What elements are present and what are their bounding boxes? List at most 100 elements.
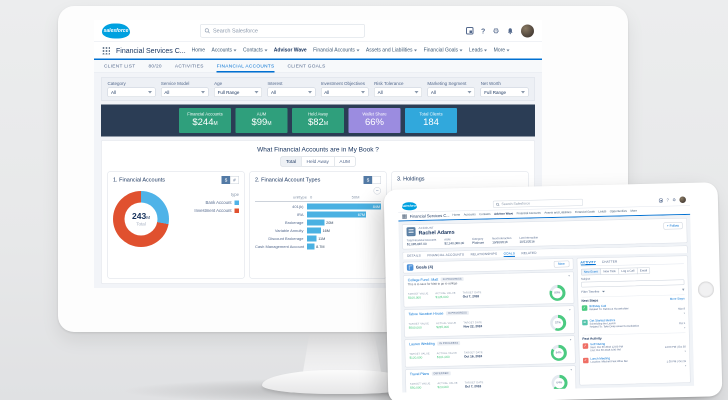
notification-bell-icon[interactable] [507, 27, 514, 34]
nav-item-accounts[interactable]: Accounts [211, 48, 237, 53]
subtab-client-goals[interactable]: CLIENT GOALS [287, 63, 326, 70]
bar-401-k[interactable]: 84M [307, 203, 381, 210]
filter-funnel-icon[interactable]: ▼ [682, 288, 685, 292]
chevron-down-icon[interactable]: ▾ [684, 326, 686, 330]
next-steps-header: Next Steps More Steps [581, 294, 685, 303]
goal-title-link[interactable]: Lauren Wedding [409, 341, 435, 347]
bar-cash-management-account[interactable] [307, 243, 315, 250]
chevron-down-icon[interactable]: ▾ [569, 308, 571, 312]
app-name[interactable]: Financial Services C... [409, 213, 450, 219]
tab-goals[interactable]: GOALS [503, 251, 516, 256]
nav-item-assets-and-liabilities[interactable]: Assets and Liabilities [366, 48, 418, 53]
collapse-circle-button[interactable]: – [373, 187, 381, 195]
nav-item-home[interactable]: Home [191, 47, 205, 54]
nav-item-financial-goals[interactable]: Financial Goals [574, 210, 595, 214]
kpi-card-held-away[interactable]: Held Away $82M [292, 108, 344, 133]
bar-ira[interactable]: 67M [307, 211, 367, 218]
filter-timeline-row[interactable]: Filter Timeline ▼ [581, 288, 685, 294]
app-launcher-icon[interactable] [102, 46, 110, 55]
tab-details[interactable]: DETAILS [407, 253, 421, 258]
chevron-down-icon[interactable]: ▾ [568, 274, 570, 278]
chevron-down-icon[interactable]: ▾ [570, 368, 573, 372]
filter-select-age[interactable]: Full Range [214, 87, 262, 97]
new-goal-button[interactable]: New [553, 260, 570, 268]
app-name[interactable]: Financial Services C... [116, 46, 186, 55]
search-input[interactable]: Search Salesforce [492, 198, 584, 208]
donut-chart[interactable]: 243M Total [113, 191, 169, 247]
user-avatar[interactable] [521, 24, 534, 38]
book-toggle-total[interactable]: Total [280, 156, 302, 167]
help-icon[interactable]: ? [666, 197, 669, 203]
nav-item-leads[interactable]: Leads [469, 48, 488, 53]
nav-item-financial-accounts[interactable]: Financial Accounts [313, 48, 360, 53]
nav-item-opportunities[interactable]: Opportunities [609, 209, 628, 214]
subtab-client-list[interactable]: CLIENT LIST [104, 63, 136, 70]
filter-select-category[interactable]: All [107, 87, 156, 97]
count-toggle-button[interactable] [372, 176, 381, 184]
filter-select-risk-tolerance[interactable]: All [374, 87, 422, 97]
action-new-task[interactable]: New Task [600, 268, 619, 275]
nav-item-accounts[interactable]: Accounts [463, 213, 476, 217]
favorites-icon[interactable] [659, 198, 664, 203]
nav-item-advisor-wave[interactable]: Advisor Wave [494, 212, 514, 216]
nav-item-home[interactable]: Home [452, 213, 461, 217]
bar-brokerage[interactable] [307, 219, 325, 226]
chevron-down-icon[interactable]: ▾ [683, 312, 686, 316]
bar-variable-annuity[interactable] [307, 227, 322, 234]
activity-tab-activity[interactable]: ACTIVITY [580, 260, 596, 265]
nav-item-advisor-wave[interactable]: Advisor Wave [273, 47, 307, 54]
follow-button[interactable]: + Follow [663, 222, 683, 230]
action-new-event[interactable]: New Event [580, 268, 601, 276]
tab-relationships[interactable]: RELATIONSHIPS [470, 252, 498, 257]
filter-select-interest[interactable]: All [267, 87, 316, 97]
chevron-down-icon[interactable]: ▾ [684, 350, 686, 354]
nav-item-leads[interactable]: Leads [598, 210, 607, 214]
tab-financial-accounts[interactable]: FINANCIAL ACCOUNTS [427, 252, 465, 258]
chevron-down-icon[interactable]: ▾ [569, 338, 572, 342]
goal-card-college-fund-matt: ▾ College Fund : Matt IN PROGRESS This is t… [403, 271, 575, 308]
app-launcher-icon[interactable] [402, 214, 407, 219]
setup-gear-icon[interactable]: ⚙ [492, 26, 500, 36]
nav-item-financial-accounts[interactable]: Financial Accounts [516, 211, 541, 216]
book-toggle-aum[interactable]: AUM [333, 156, 356, 167]
goal-title-link[interactable]: Travel Plans [409, 372, 430, 377]
tablet-home-button[interactable] [697, 281, 715, 298]
kpi-label: AUM [256, 111, 267, 117]
filter-service-model: Service Model All [160, 81, 209, 97]
goal-title-link[interactable]: College Fund : Matt [407, 277, 439, 283]
goal-field-target-date: TARGET DATE Oct 7, 2018 [463, 291, 482, 298]
subject-input[interactable] [581, 279, 685, 288]
filter-select-marketing-segment[interactable]: All [427, 87, 476, 97]
kpi-card-aum[interactable]: AUM $99M [235, 108, 288, 133]
kpi-card-wallet-share[interactable]: Wallet Share 66% [348, 108, 401, 133]
goal-title-link[interactable]: Tahoe Vacation House [408, 311, 444, 317]
subtab-80-20[interactable]: 80/20 [148, 63, 162, 70]
filter-select-investment-objectives[interactable]: All [320, 87, 369, 97]
nav-item-contacts[interactable]: Contacts [243, 48, 268, 53]
book-toggle-held-away[interactable]: Held Away [301, 156, 335, 167]
nav-item-more[interactable]: More [630, 209, 638, 213]
count-toggle-button[interactable]: # [230, 176, 239, 184]
action-log-a-call[interactable]: Log a Call [618, 267, 638, 275]
favorites-icon[interactable] [465, 27, 474, 35]
chevron-down-icon[interactable]: ▾ [684, 364, 687, 368]
user-avatar[interactable] [679, 196, 686, 204]
search-input[interactable]: Search Salesforce [200, 24, 365, 38]
subtab-financial-accounts[interactable]: FINANCIAL ACCOUNTS [217, 60, 275, 73]
filter-select-service-model[interactable]: All [160, 87, 209, 97]
kpi-card-financial-accounts[interactable]: Financial Accounts $244M [179, 108, 231, 133]
tab-related[interactable]: RELATED [521, 251, 537, 255]
nav-item-contacts[interactable]: Contacts [479, 212, 491, 217]
nav-item-financial-goals[interactable]: Financial Goals [424, 48, 463, 53]
nav-item-assets-and-liabilities[interactable]: Assets and Liabilities [544, 211, 572, 215]
setup-gear-icon[interactable]: ⚙ [672, 197, 676, 203]
bar-discount-brokerage[interactable] [307, 235, 317, 242]
nav-item-more[interactable]: More [494, 48, 510, 53]
kpi-card-total-clients[interactable]: Total Clients 184 [405, 108, 457, 133]
subtab-activities[interactable]: ACTIVITIES [174, 63, 204, 70]
more-steps-link[interactable]: More Steps [669, 297, 685, 301]
filter-select-net-worth[interactable]: Full Range [480, 87, 529, 97]
activity-tab-chatter[interactable]: CHATTER [601, 260, 618, 264]
action-email[interactable]: Email [636, 267, 651, 275]
help-icon[interactable]: ? [480, 26, 486, 35]
